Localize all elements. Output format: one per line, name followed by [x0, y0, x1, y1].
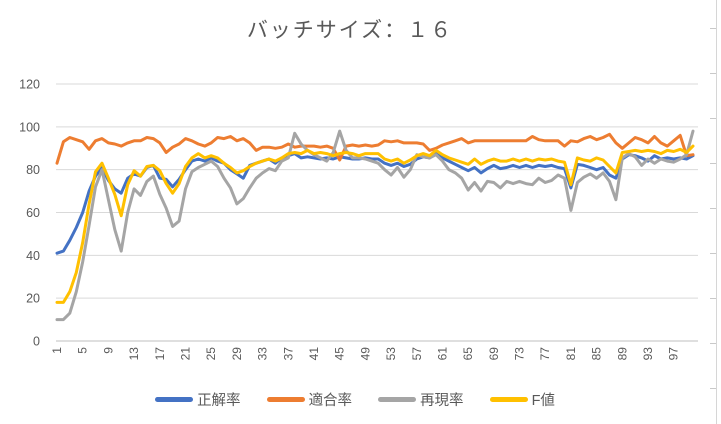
x-tick-label-1: 1: [50, 347, 64, 354]
chart-legend: 正解率 適合率 再現率 F値: [0, 386, 710, 412]
series-line-1: [55, 132, 695, 165]
series-line-3: [55, 144, 695, 304]
x-tick-label-77: 77: [538, 347, 552, 361]
legend-line-swatch-fvalue: [489, 396, 528, 402]
legend-label-precision: 適合率: [308, 392, 353, 409]
x-tick-label-13: 13: [127, 347, 141, 361]
x-tick-label-93: 93: [641, 347, 655, 361]
legend-label-recall: 再現率: [420, 392, 464, 409]
x-tick-label-9: 9: [101, 347, 115, 354]
y-tick-label-100: 100: [19, 120, 40, 134]
series-line-2: [55, 129, 695, 322]
legend-line-swatch-precision: [266, 396, 305, 402]
x-tick-label-33: 33: [256, 347, 270, 361]
x-tick-label-45: 45: [333, 347, 347, 361]
x-tick-label-73: 73: [513, 347, 527, 361]
x-tick-label-5: 5: [76, 347, 90, 354]
legend-label-accuracy: 正解率: [197, 392, 241, 409]
x-tick-label-37: 37: [281, 347, 295, 361]
x-tick-label-29: 29: [230, 347, 244, 361]
chart-title: バッチサイズ：１６: [246, 19, 454, 42]
x-tick-label-49: 49: [358, 347, 372, 361]
x-tick-label-81: 81: [564, 347, 578, 361]
legend-item-precision[interactable]: 適合率: [266, 389, 353, 410]
x-tick-label-61: 61: [435, 347, 449, 361]
y-tick-label-40: 40: [26, 249, 40, 263]
worksheet-row-ticks: [710, 0, 717, 424]
y-tick-label-20: 20: [26, 292, 40, 306]
legend-line-swatch-accuracy: [155, 396, 194, 402]
legend-line-swatch-recall: [378, 396, 417, 402]
legend-label-fvalue: F値: [531, 392, 555, 409]
x-tick-label-21: 21: [178, 347, 192, 361]
worksheet-edge-line: [716, 0, 717, 424]
legend-item-recall[interactable]: 再現率: [378, 389, 464, 410]
x-tick-label-57: 57: [410, 347, 424, 361]
x-tick-label-17: 17: [153, 347, 167, 361]
x-tick-label-85: 85: [590, 347, 604, 361]
y-tick-label-80: 80: [26, 163, 40, 177]
x-tick-label-69: 69: [487, 347, 501, 361]
x-tick-label-65: 65: [461, 347, 475, 361]
x-tick-label-41: 41: [307, 347, 321, 361]
x-tick-label-89: 89: [615, 347, 629, 361]
y-tick-label-0: 0: [33, 335, 40, 349]
y-tick-label-120: 120: [19, 78, 40, 92]
legend-item-fvalue[interactable]: F値: [489, 389, 555, 410]
y-tick-label-60: 60: [26, 206, 40, 220]
series-line-0: [55, 152, 695, 255]
x-tick-label-25: 25: [204, 347, 218, 361]
x-tick-label-97: 97: [667, 347, 681, 361]
legend-item-accuracy[interactable]: 正解率: [155, 389, 241, 410]
x-tick-label-53: 53: [384, 347, 398, 361]
